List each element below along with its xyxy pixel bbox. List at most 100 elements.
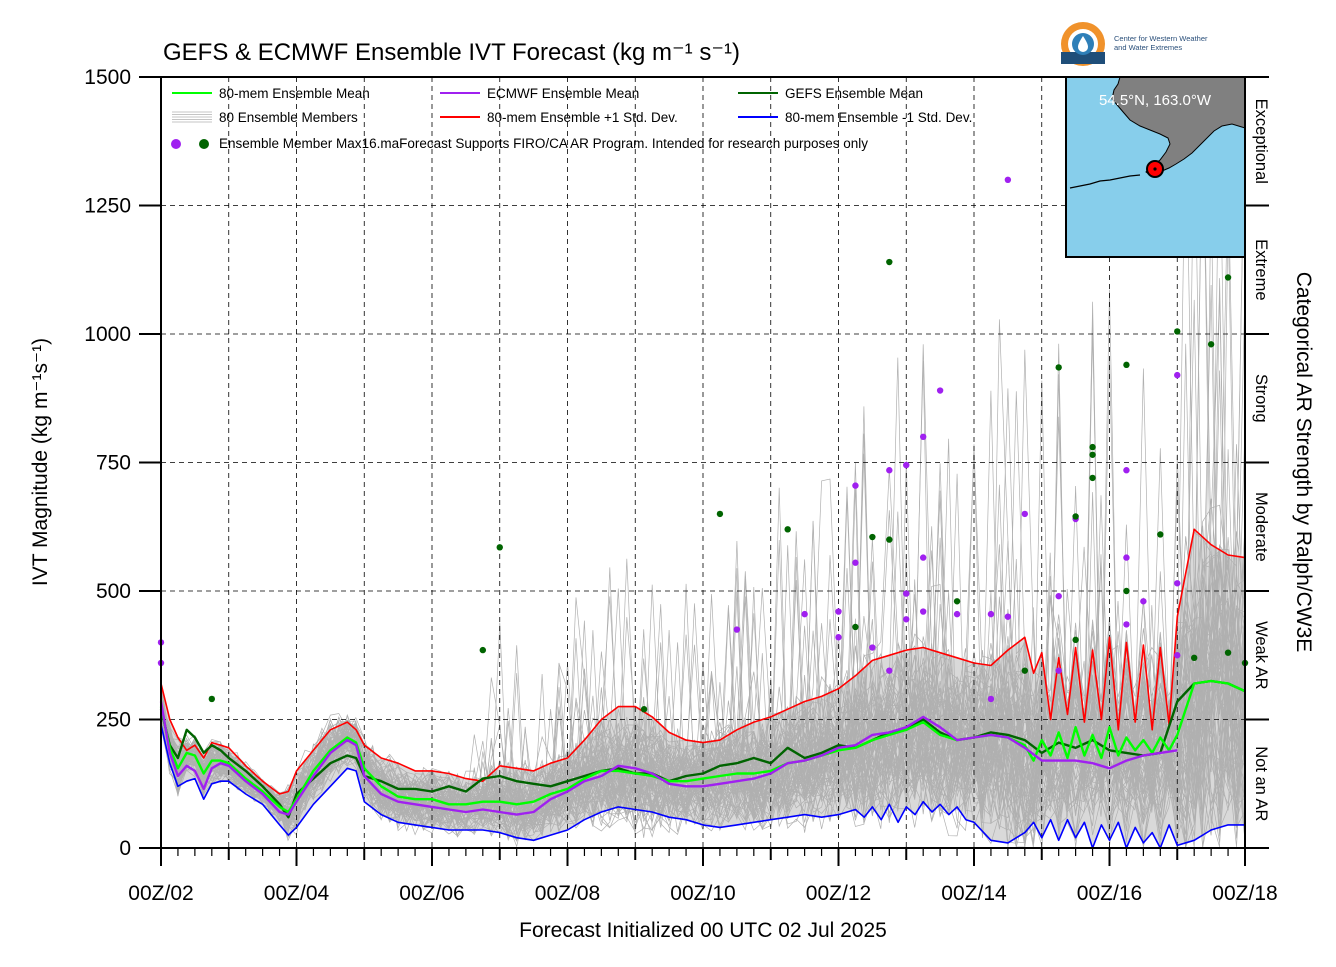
ensemble-max-dot-13	[852, 482, 859, 489]
ensemble-max-dot-23	[919, 608, 927, 615]
ensemble-max-dot-15	[869, 533, 876, 541]
legend-dot-ecmwf	[171, 139, 181, 149]
x-tick-label-7: 00Z/16	[1077, 882, 1142, 905]
series-80-mem-ensemble-1-std-dev-	[160, 724, 1245, 849]
ensemble-max-dot-32	[1004, 176, 1012, 183]
y-tick-label-1500: 1500	[84, 66, 131, 89]
logo-drop-shape	[1078, 36, 1088, 52]
ensemble-member-52	[160, 603, 1246, 826]
category-label-4: Extreme	[1252, 239, 1270, 300]
ensemble-max-dot-55	[1190, 654, 1198, 662]
series-ecmwf-ensemble-mean	[159, 701, 1178, 816]
inset-location-center	[1153, 167, 1157, 171]
ensemble-max-dot-26	[936, 387, 944, 394]
category-labels: Not an AR Weak AR Moderate Strong Extreme Exc…	[1252, 99, 1270, 822]
ensemble-max-dot-44	[1123, 621, 1130, 628]
ensemble-member-64	[160, 601, 1246, 821]
logo-wave-band	[1061, 52, 1105, 64]
x-axis-label: Forecast Initialized 00 UTC 02 Jul 2025	[519, 919, 887, 942]
ensemble-max-dot-10	[835, 608, 842, 615]
x-tick-label-1: 00Z/04	[264, 882, 330, 905]
logo-text-line1: Center for Western Weather	[1114, 34, 1208, 43]
y-axis-label: IVT Magnitude (kg m⁻¹s⁻¹)	[29, 338, 52, 586]
inset-aleutian-islands	[1069, 174, 1141, 189]
ensemble-max-dot-2	[479, 646, 487, 654]
ensemble-max-dot-52	[1174, 580, 1181, 587]
legend-dots-label: Ensemble Member Max	[219, 136, 362, 151]
chart-title: GEFS & ECMWF Ensemble IVT Forecast (kg m…	[163, 39, 740, 66]
ensemble-member-69	[160, 468, 1246, 807]
legend-note: Ensemble Member Max16.maForecast Support…	[219, 136, 868, 151]
ensemble-max-dot-47	[1123, 467, 1130, 474]
series-lines	[159, 528, 1246, 849]
ensemble-max-dot-42	[1089, 451, 1096, 458]
ensemble-max-dot-35	[1055, 667, 1062, 674]
category-label-0: Not an AR	[1252, 746, 1270, 821]
series-80-mem-ensemble-mean	[159, 679, 1246, 814]
ensemble-max-dot-46	[1123, 554, 1130, 561]
category-label-5: Exceptional	[1252, 99, 1270, 184]
ensemble-max-dots	[157, 176, 1249, 713]
ensemble-max-dot-18	[886, 467, 893, 474]
y-tick-label-750: 750	[96, 452, 131, 475]
ensemble-max-dot-5	[716, 510, 724, 518]
y-tick-label-250: 250	[96, 709, 131, 732]
ensemble-max-dot-16	[886, 667, 893, 674]
legend-dot-gefs	[199, 139, 209, 149]
ensemble-member-78	[160, 102, 1246, 808]
ensemble-max-dot-36	[1055, 592, 1062, 600]
axis-ticks: 0 250 500 750 1000 1250 1500 00Z/02 00Z/04 00Z/06…	[84, 66, 1277, 905]
ensemble-member-61	[160, 173, 1246, 826]
ensemble-max-dot-41	[1089, 474, 1096, 482]
ensemble-max-dot-19	[886, 258, 893, 266]
legend-label-1: ECMWF Ensemble Mean	[487, 86, 639, 101]
category-label-1: Weak AR	[1252, 621, 1270, 690]
legend-label-2: GEFS Ensemble Mean	[785, 86, 923, 101]
legend: 80-mem Ensemble Mean ECMWF Ensemble Mean G…	[171, 86, 972, 149]
grid-lines	[161, 77, 1245, 848]
y-tick-label-1250: 1250	[84, 195, 131, 218]
ensemble-max-dot-12	[852, 559, 859, 566]
inset-land-alaska	[1111, 76, 1246, 176]
ensemble-max-dot-37	[1055, 364, 1062, 371]
legend-label-4: 80-mem Ensemble +1 Std. Dev.	[487, 110, 678, 125]
ensemble-max-dot-45	[1123, 587, 1130, 595]
ensemble-max-dot-31	[1004, 613, 1012, 620]
x-tick-label-3: 00Z/08	[535, 882, 600, 905]
ensemble-max-dot-17	[886, 536, 893, 543]
inset-location-label: 54.5°N, 163.0°W	[1099, 92, 1212, 109]
ensemble-max-dot-21	[903, 590, 910, 597]
ensemble-max-dot-20	[903, 616, 910, 623]
x-tick-label-2: 00Z/06	[399, 882, 464, 905]
ensemble-max-dot-24	[919, 554, 927, 561]
y-tick-label-500: 500	[96, 580, 131, 603]
x-tick-label-4: 00Z/10	[670, 882, 735, 905]
ensemble-max-dot-14	[869, 644, 876, 651]
ensemble-max-dot-8	[801, 610, 808, 618]
ensemble-max-dot-4	[640, 706, 648, 713]
x-tick-label-0: 00Z/02	[128, 882, 193, 905]
ensemble-member-8	[160, 343, 1246, 848]
ensemble-max-dot-29	[987, 695, 995, 703]
category-label-3: Strong	[1252, 374, 1270, 423]
ensemble-max-dot-57	[1224, 649, 1232, 656]
ensemble-max-dot-58	[1224, 274, 1232, 281]
disclaimer-note: 16.maForecast Supports FIRO/CA AR Progra…	[362, 136, 869, 151]
ensemble-max-dot-1	[208, 695, 216, 703]
inset-border	[1065, 76, 1246, 258]
ensemble-max-dot-38	[1072, 636, 1079, 644]
ensemble-max-dot-28	[953, 598, 961, 605]
logo-text: Center for Western Weather and Water Ext…	[1114, 34, 1208, 52]
std-dev-shading	[161, 529, 1245, 848]
cw3e-logo	[1061, 22, 1105, 66]
ensemble-max-dot-49	[1140, 598, 1147, 605]
std-dev-band	[161, 529, 1245, 848]
ensemble-max-dot-25	[919, 433, 927, 440]
ensemble-max-dot-43	[1089, 443, 1096, 451]
ensemble-max-dot-3	[496, 544, 503, 551]
series-80-mem-ensemble-1-std-dev-	[160, 528, 1246, 795]
ensemble-max-dot-9	[835, 634, 842, 641]
ensemble-max-dot-11	[852, 623, 859, 631]
